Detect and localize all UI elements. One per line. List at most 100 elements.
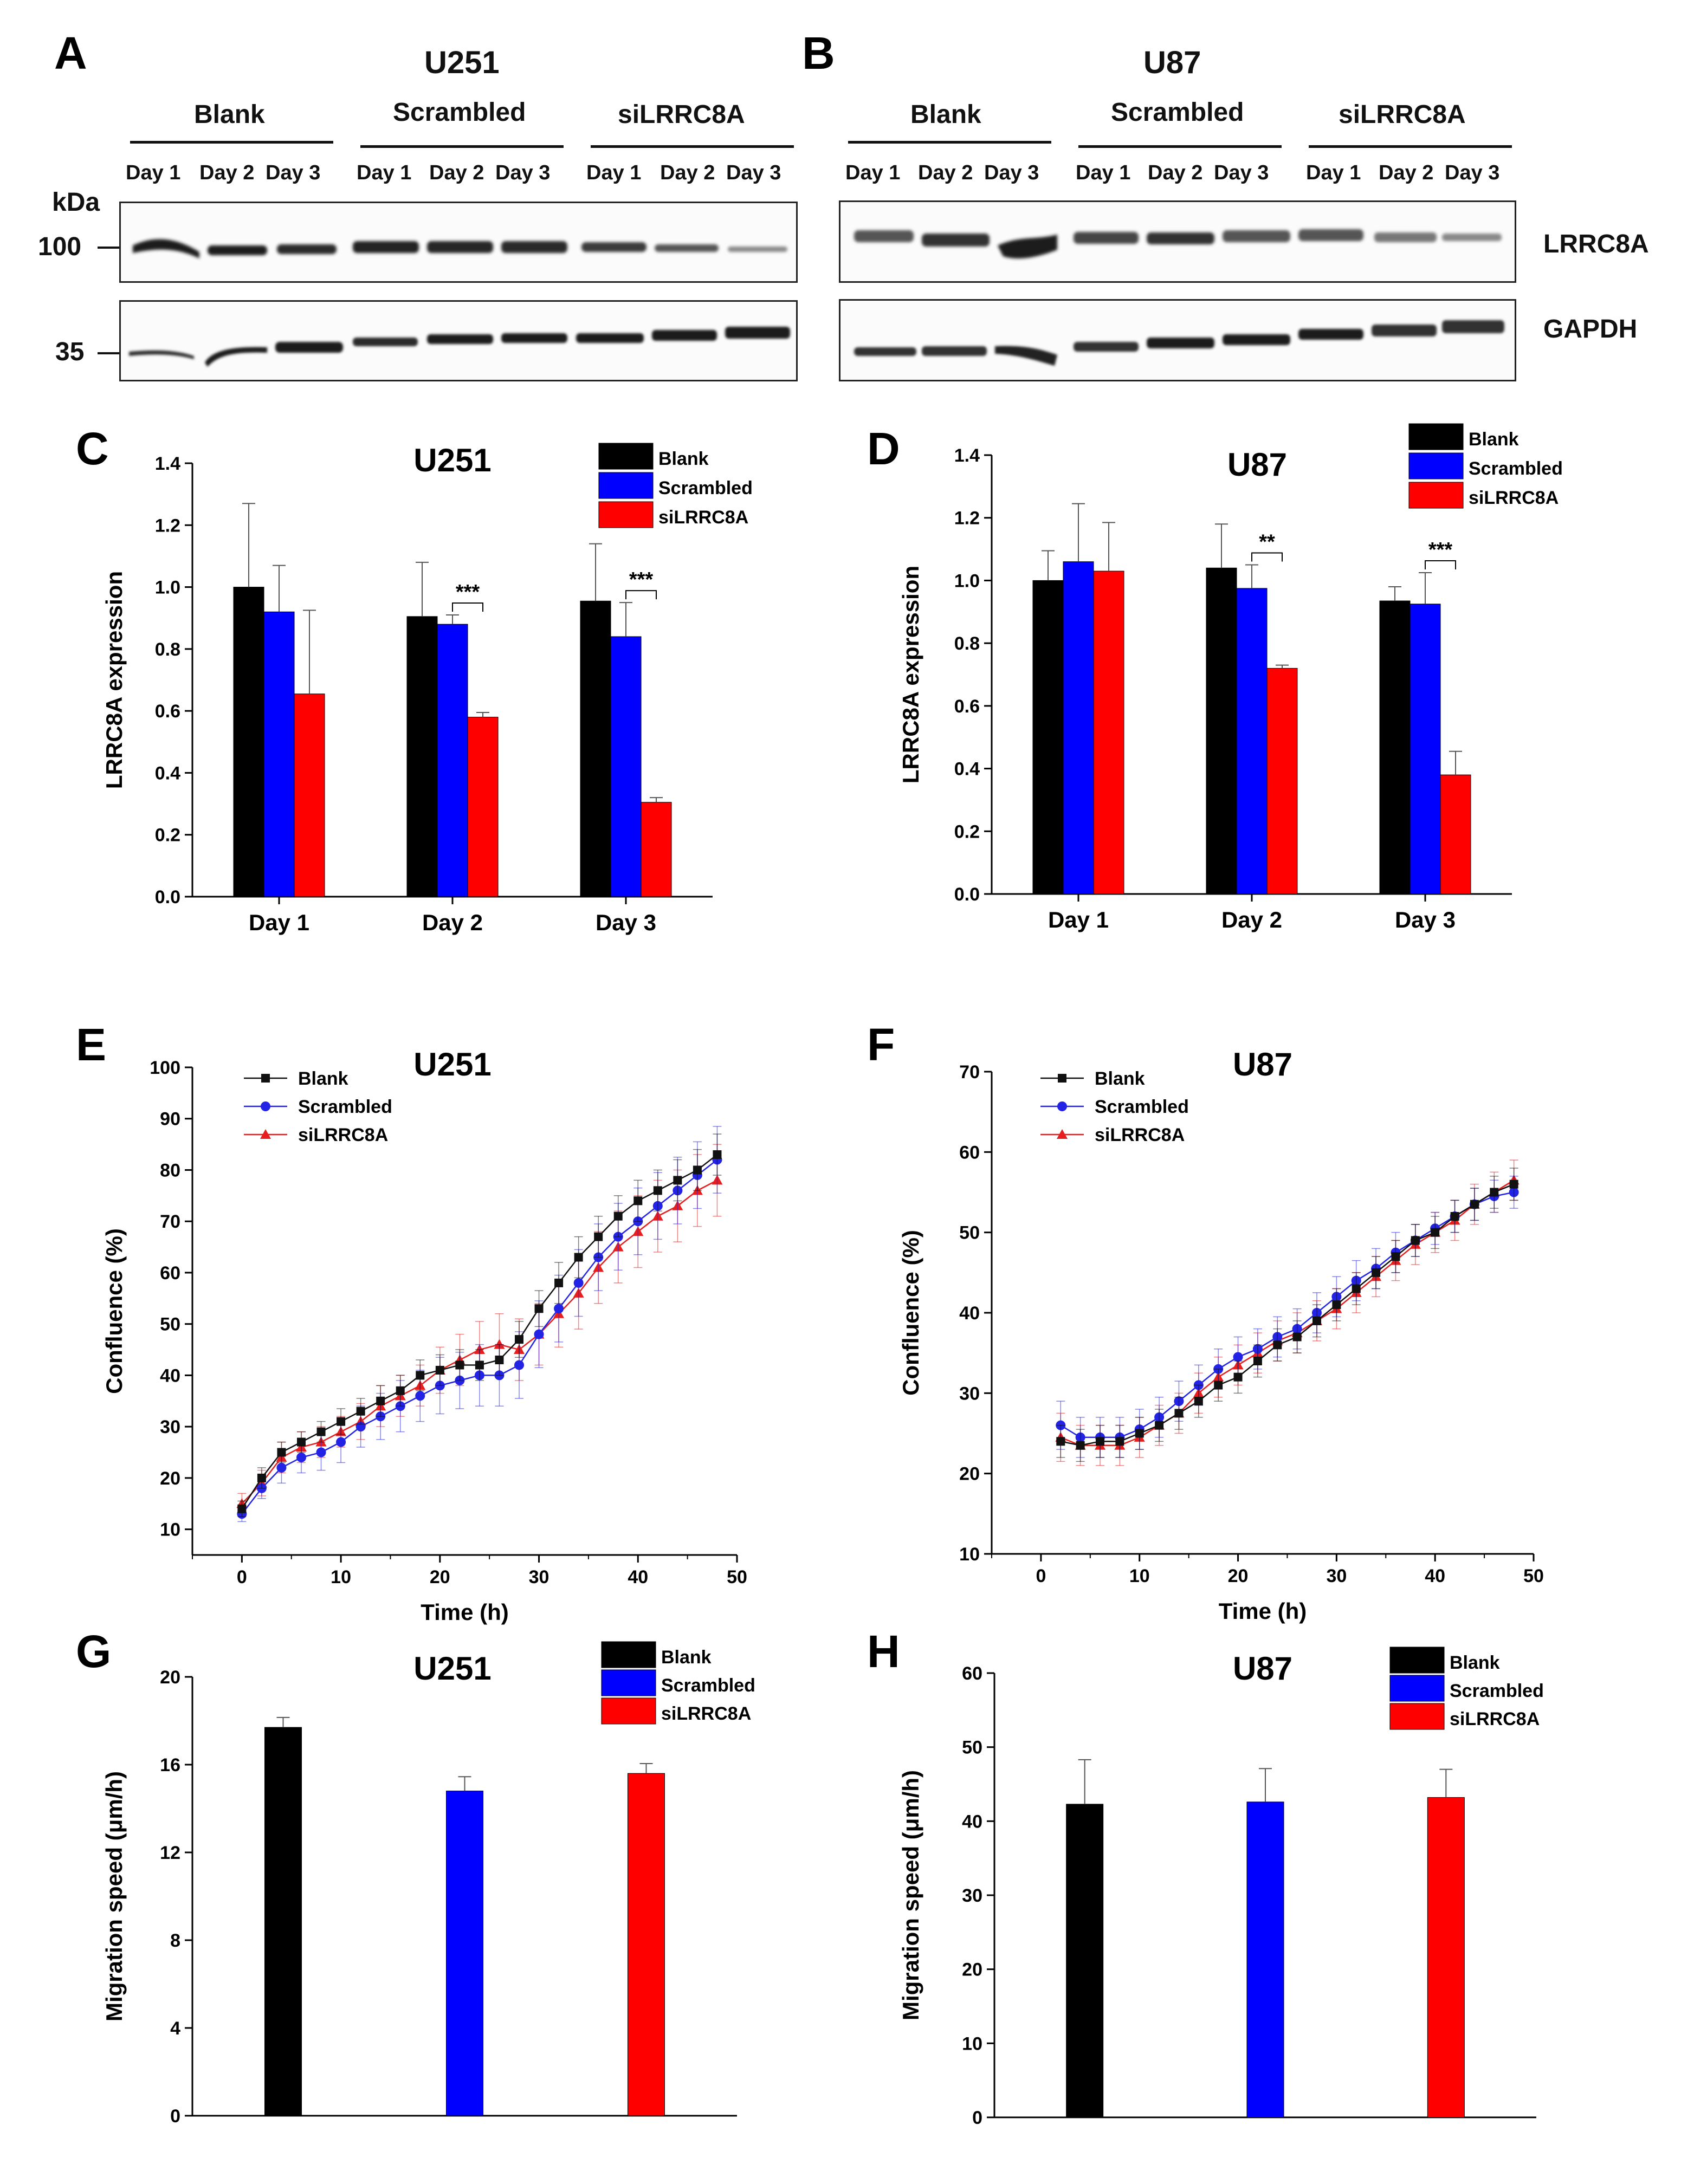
panel-letter-g: G — [76, 1626, 112, 1677]
marker-tick-100 — [98, 247, 119, 249]
data-point-blank — [475, 1360, 484, 1370]
group-label-silrrc8a: siLRRC8A — [1339, 100, 1466, 129]
data-point-blank — [416, 1371, 425, 1380]
x-tick-label: Day 1 — [1048, 907, 1109, 932]
legend-label-silrrc8a: siLRRC8A — [298, 1125, 388, 1145]
data-point-scrambled — [296, 1453, 306, 1462]
marker-100: 100 — [38, 232, 82, 261]
y-tick-label: 0.4 — [954, 759, 980, 780]
chart-title: U87 — [1233, 1046, 1292, 1083]
y-tick-label: 60 — [962, 1663, 982, 1684]
y-tick-label: 70 — [160, 1211, 180, 1232]
data-point-blank — [1174, 1409, 1184, 1418]
data-point-blank — [1352, 1284, 1361, 1293]
y-axis-label: Migration speed (μm/h) — [101, 1771, 127, 2021]
data-point-blank — [277, 1448, 286, 1457]
x-tick-label: 10 — [331, 1567, 351, 1587]
lane-label: Day 3 — [266, 161, 321, 184]
bar-silrrc8a — [1093, 571, 1124, 895]
data-point-blank — [297, 1437, 306, 1447]
data-point-blank — [1076, 1441, 1085, 1450]
chart-title: U251 — [413, 1650, 491, 1687]
y-tick-label: 0.0 — [954, 884, 980, 905]
data-point-blank — [594, 1232, 603, 1241]
data-point-silrrc8a — [494, 1339, 505, 1349]
data-point-blank — [495, 1356, 504, 1364]
legend-label-scrambled: Scrambled — [658, 478, 753, 498]
chart-panel-g: U251 0 4 8 12 16 20 Migration speed (μm/h) Blank… — [101, 1641, 755, 2127]
bar-silrrc8a — [1427, 1797, 1465, 2118]
significance-label: *** — [1428, 539, 1453, 561]
bar-blank — [580, 600, 611, 897]
blot-bands-lrrc8a-u87 — [854, 229, 1502, 259]
legend-label-blank: Blank — [1469, 429, 1519, 450]
legend-swatch-blank — [598, 443, 654, 470]
x-tick-label: 0 — [237, 1567, 247, 1587]
data-point-blank — [554, 1278, 564, 1287]
x-tick-label: 0 — [1036, 1566, 1046, 1586]
bar-scrambled — [263, 611, 295, 897]
data-point-blank — [1096, 1437, 1104, 1446]
bar-silrrc8a — [467, 717, 499, 897]
lane-label: Day 2 — [660, 161, 715, 184]
x-tick-label: Day 3 — [1395, 907, 1456, 932]
data-point-blank — [1391, 1252, 1400, 1261]
bar-scrambled — [446, 1791, 483, 2116]
group-label-silrrc8a: siLRRC8A — [618, 100, 745, 129]
significance-bracket — [1251, 552, 1283, 562]
legend-label-scrambled: Scrambled — [661, 1675, 755, 1696]
blot-title-u251: U251 — [424, 45, 500, 80]
data-point-blank — [1450, 1212, 1459, 1221]
legend-marker-silrrc8a — [260, 1129, 271, 1139]
significance-bracket — [625, 590, 657, 600]
legend-label-scrambled: Scrambled — [1469, 458, 1563, 479]
y-axis-label: Confluence (%) — [101, 1228, 127, 1394]
data-point-blank — [1312, 1316, 1321, 1325]
chart-title: U251 — [413, 1046, 491, 1083]
legend-label-blank: Blank — [1095, 1068, 1145, 1089]
bar-blank — [1066, 1804, 1104, 2118]
y-tick-label: 0.2 — [155, 825, 180, 846]
y-tick-label: 1.0 — [954, 571, 980, 591]
chart-panel-d: U87 0.0 0.2 0.4 0.6 0.8 1.0 1.2 1.4 LRRC8A expres… — [898, 423, 1563, 932]
significance-bracket — [1425, 560, 1456, 569]
lane-label: Day 3 — [1445, 161, 1500, 184]
blot-strip-gapdh-u251 — [119, 300, 798, 381]
y-tick-label: 80 — [160, 1160, 180, 1181]
legend-swatch-silrrc8a — [1389, 1703, 1445, 1730]
chart-panel-c: U251 0.0 0.2 0.4 0.6 0.8 1.0 1.2 1.4 LRRC8A expre… — [101, 442, 753, 935]
data-point-blank — [633, 1196, 643, 1206]
y-tick-label: 40 — [962, 1811, 982, 1832]
kda-label: kDa — [52, 188, 100, 217]
protein-label-lrrc8a: LRRC8A — [1543, 230, 1649, 258]
data-point-blank — [455, 1360, 464, 1370]
y-tick-label: 0 — [170, 2106, 180, 2127]
y-tick-label: 90 — [160, 1109, 180, 1130]
y-tick-label: 20 — [959, 1464, 980, 1485]
data-point-blank — [653, 1186, 662, 1195]
y-tick-label: 50 — [160, 1314, 180, 1335]
group-label-scrambled: Scrambled — [1111, 98, 1244, 127]
data-point-scrambled — [276, 1462, 287, 1473]
y-tick-label: 1.0 — [155, 578, 180, 598]
marker-35: 35 — [55, 338, 85, 366]
chart-panel-e: U251 10 20 30 40 50 60 70 80 90 100 0 10 20 30 40 50 Time… — [101, 1046, 747, 1625]
y-tick-label: 50 — [962, 1738, 982, 1758]
data-point-blank — [396, 1386, 405, 1395]
panel-letter-f: F — [867, 1019, 895, 1070]
blot-title-u87: U87 — [1143, 45, 1201, 80]
y-axis-label: Migration speed (μm/h) — [898, 1770, 923, 2020]
significance-label: *** — [629, 568, 654, 591]
bar-silrrc8a — [294, 694, 325, 897]
data-point-blank — [1431, 1228, 1440, 1237]
series-line-scrambled — [1060, 1191, 1514, 1438]
legend-swatch-blank — [601, 1641, 656, 1668]
data-point-scrambled — [415, 1391, 425, 1401]
bar-scrambled — [1236, 588, 1268, 895]
chart-panel-h: U87 0 10 20 30 40 50 60 Migration speed (μm/h) Bl… — [898, 1647, 1544, 2128]
legend-label-blank: Blank — [1450, 1652, 1500, 1673]
y-tick-label: 60 — [160, 1263, 180, 1284]
data-point-scrambled — [573, 1278, 584, 1288]
y-tick-label: 30 — [959, 1383, 980, 1404]
y-tick-label: 8 — [170, 1930, 180, 1951]
